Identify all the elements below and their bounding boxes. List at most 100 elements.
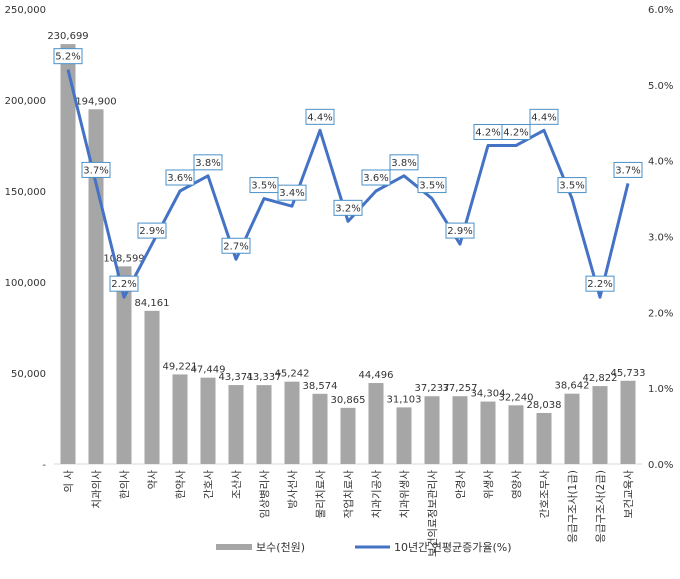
line-data-label-box: [53, 48, 83, 65]
line-data-label: 5.2%: [55, 52, 80, 63]
line-data-label: 3.4%: [279, 188, 304, 199]
bar-data-label: 34,304: [471, 389, 506, 400]
category-label: 약사: [147, 470, 159, 490]
category-label: 한약사: [175, 470, 187, 499]
right-tick-label: 3.0%: [648, 233, 673, 244]
line-data-label: 2.9%: [447, 226, 472, 237]
category-label: 임상병리사: [258, 470, 271, 519]
category-label: 응급구조사(1급): [567, 470, 579, 543]
category-label: 보건교육사: [623, 470, 635, 519]
category-label: 의 사: [63, 470, 75, 493]
legend-label-line: 10년간 연평균증가율(%): [394, 541, 512, 554]
bar: [452, 396, 468, 464]
legend: 보수(천원) 10년간 연평균증가율(%): [216, 540, 512, 554]
category-label: 안경사: [454, 470, 467, 499]
line-data-label-box: [221, 237, 251, 254]
line-data-label-box: [81, 161, 111, 178]
bar-data-label: 45,242: [275, 369, 310, 380]
bar-data-label: 84,161: [135, 298, 170, 309]
bar-data-label: 43,371: [219, 372, 254, 383]
right-tick-label: 2.0%: [648, 308, 673, 319]
line-data-label-box: [585, 275, 615, 292]
line-data-label-box: [445, 222, 475, 239]
category-label: 방사선사: [287, 470, 299, 509]
bar: [284, 381, 300, 464]
bar-data-label: 32,240: [499, 392, 534, 403]
bar: [424, 396, 440, 464]
line-data-label: 3.5%: [251, 181, 276, 192]
line-series: [66, 69, 630, 299]
right-tick-label: 1.0%: [648, 384, 673, 395]
bar-data-label: 38,574: [303, 381, 338, 392]
bar: [144, 310, 160, 464]
line-data-label-box: [417, 177, 447, 194]
category-label: 보건의료정보관리사: [427, 470, 439, 557]
line-data-labels: 5.2%3.7%2.2%2.9%3.6%3.8%2.7%3.5%3.4%4.4%…: [53, 48, 643, 292]
line-data-label-box: [529, 108, 559, 125]
legend-label-bar: 보수(천원): [256, 540, 305, 554]
bar-data-label: 38,642: [555, 381, 590, 392]
bar: [368, 383, 384, 464]
bar-data-label: 28,038: [527, 400, 562, 411]
line-data-label: 4.2%: [503, 128, 528, 139]
bar: [116, 266, 132, 464]
line-data-label: 3.5%: [419, 181, 444, 192]
line-data-label: 3.7%: [615, 165, 640, 176]
bar: [312, 393, 328, 464]
category-label: 위생사: [482, 470, 495, 499]
line-data-label: 3.6%: [363, 173, 388, 184]
line-data-label: 2.2%: [587, 279, 612, 290]
line-data-label-box: [333, 199, 363, 216]
category-label: 한의사: [119, 470, 131, 499]
bar-data-label: 37,257: [443, 383, 478, 394]
left-tick-label: 200,000: [5, 96, 46, 107]
bar: [508, 405, 524, 464]
bar: [340, 407, 356, 464]
line-data-label: 3.8%: [391, 158, 416, 169]
line-data-label: 4.4%: [307, 112, 332, 123]
bar: [396, 407, 412, 464]
line-data-label-box: [557, 177, 587, 194]
bar-data-label: 44,496: [359, 370, 394, 381]
bar-data-label: 42,822: [583, 373, 618, 384]
bar-data-label: 108,599: [103, 253, 144, 264]
line-data-label: 4.4%: [531, 112, 556, 123]
bar-data-label: 47,449: [191, 365, 226, 376]
category-label: 물리치료사: [315, 470, 327, 519]
legend-swatch-bar: [216, 544, 252, 550]
category-label: 치과위생사: [398, 470, 411, 519]
bar-data-label: 194,900: [75, 96, 116, 107]
left-tick-label: 250,000: [5, 5, 46, 16]
line-data-label: 2.7%: [223, 241, 248, 252]
right-tick-label: 4.0%: [648, 157, 673, 168]
right-tick-label: 5.0%: [648, 81, 673, 92]
bar-data-label: 49,221: [163, 361, 198, 372]
bar: [536, 412, 552, 464]
bar-data-label: 31,103: [387, 394, 422, 405]
line-data-label: 3.8%: [195, 158, 220, 169]
line-data-label-box: [305, 108, 335, 125]
left-tick-label: 50,000: [11, 369, 46, 380]
line-data-label-box: [613, 161, 643, 178]
bar: [200, 377, 216, 464]
category-label: 간호사: [203, 470, 215, 499]
bar: [228, 385, 244, 464]
bar-data-label: 45,733: [611, 368, 646, 379]
category-label: 영양사: [511, 470, 523, 499]
bar-data-label: 30,865: [331, 395, 366, 406]
category-label: 치과기공사: [371, 470, 383, 519]
bar-data-label: 230,699: [47, 31, 88, 42]
category-label: 응급구조사(2급): [595, 470, 607, 543]
bar: [592, 386, 608, 464]
left-tick-label: 150,000: [5, 187, 46, 198]
line-path: [66, 69, 630, 299]
bar-data-label: 43,337: [247, 372, 282, 383]
category-label: 간호조무사: [539, 470, 551, 519]
bar-data-label: 37,237: [415, 383, 450, 394]
category-label: 조산사: [231, 470, 243, 499]
line-data-label-box: [277, 184, 307, 201]
category-labels: 의 사 치과의사 한의사 약사 한약사 간호사 조산사 임상병리사 방사선사 물리치료사 작업치료사…: [63, 470, 635, 557]
right-tick-label: 6.0%: [648, 5, 673, 16]
left-tick-label: -: [42, 460, 46, 471]
line-data-label: 3.2%: [335, 203, 360, 214]
